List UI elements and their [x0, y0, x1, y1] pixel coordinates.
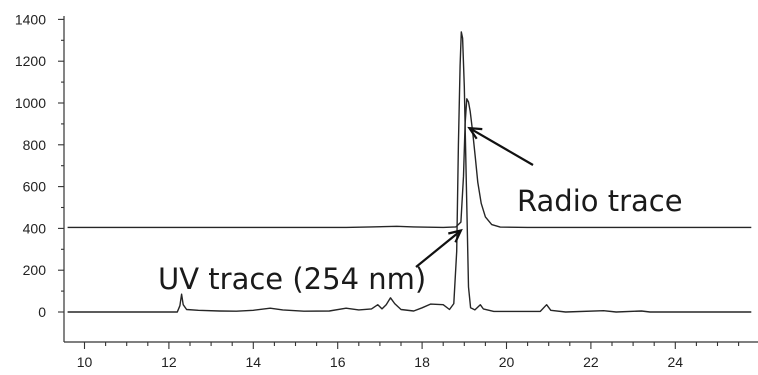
x-tick-label-12: 12 — [161, 354, 177, 370]
y-tick-label-1200: 1200 — [15, 53, 46, 69]
y-tick-label-0: 0 — [38, 304, 46, 320]
x-tick-label-22: 22 — [583, 354, 599, 370]
x-tick-label-16: 16 — [330, 354, 346, 370]
x-tick-label-18: 18 — [414, 354, 430, 370]
y-tick-label-1000: 1000 — [15, 95, 46, 111]
y-tick-label-600: 600 — [23, 179, 47, 195]
x-tick-label-24: 24 — [668, 354, 684, 370]
x-tick-label-10: 10 — [77, 354, 93, 370]
y-tick-label-200: 200 — [23, 262, 47, 278]
radio-trace-label: Radio trace — [517, 184, 683, 218]
radio-arrow-shaft — [469, 128, 533, 165]
x-tick-label-20: 20 — [499, 354, 515, 370]
y-tick-label-800: 800 — [23, 137, 47, 153]
x-tick-label-14: 14 — [246, 354, 262, 370]
annotations: Radio trace UV trace (254 nm) — [158, 128, 683, 296]
uv-arrow-shaft — [416, 230, 461, 267]
uv-trace-label: UV trace (254 nm) — [158, 262, 426, 296]
y-tick-label-1400: 1400 — [15, 11, 46, 27]
y-tick-label-400: 400 — [23, 220, 47, 236]
